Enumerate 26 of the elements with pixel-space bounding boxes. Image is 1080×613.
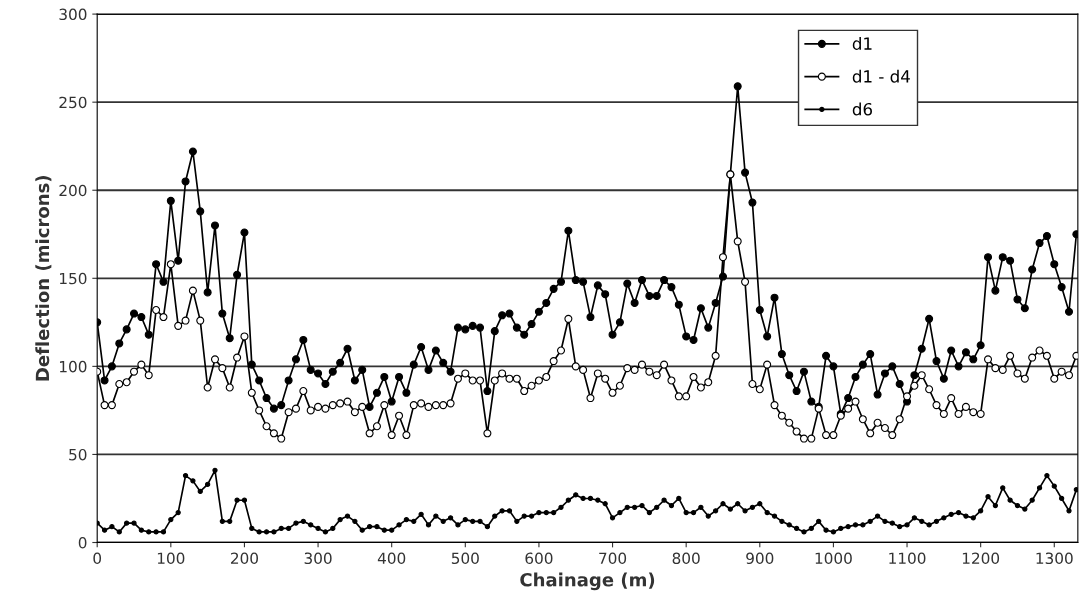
x-tick-label: 1000 (815, 552, 852, 565)
legend-label: d1 (852, 37, 872, 50)
y-tick-label: 0 (78, 536, 87, 549)
legend-label: d1 - d4 (852, 69, 910, 83)
x-tick-label: 100 (157, 552, 185, 565)
x-tick-label: 1200 (962, 552, 1000, 565)
x-tick-label: 500 (451, 552, 479, 565)
x-tick-label: 600 (525, 552, 553, 565)
x-tick-label: 0 (93, 552, 102, 565)
x-tick-label: 900 (746, 552, 774, 565)
y-tick-label: 200 (59, 184, 87, 197)
x-tick-label: 700 (599, 552, 627, 565)
y-tick-label: 300 (59, 8, 87, 21)
y-axis-title: Deflection (microns) (35, 176, 52, 381)
x-tick-label: 1100 (889, 552, 926, 565)
x-axis-title: Chainage (m) (520, 572, 655, 591)
x-tick-label: 800 (672, 552, 700, 565)
x-tick-label: 200 (230, 552, 259, 565)
legend-label: d6 (852, 102, 872, 116)
y-tick-label: 100 (59, 360, 87, 373)
x-tick-label: 400 (377, 552, 406, 565)
y-tick-label: 150 (59, 272, 87, 285)
x-tick-label: 1300 (1036, 552, 1073, 565)
x-tick-label: 300 (304, 552, 332, 565)
y-tick-label: 250 (59, 96, 87, 109)
y-tick-label: 50 (69, 448, 87, 461)
